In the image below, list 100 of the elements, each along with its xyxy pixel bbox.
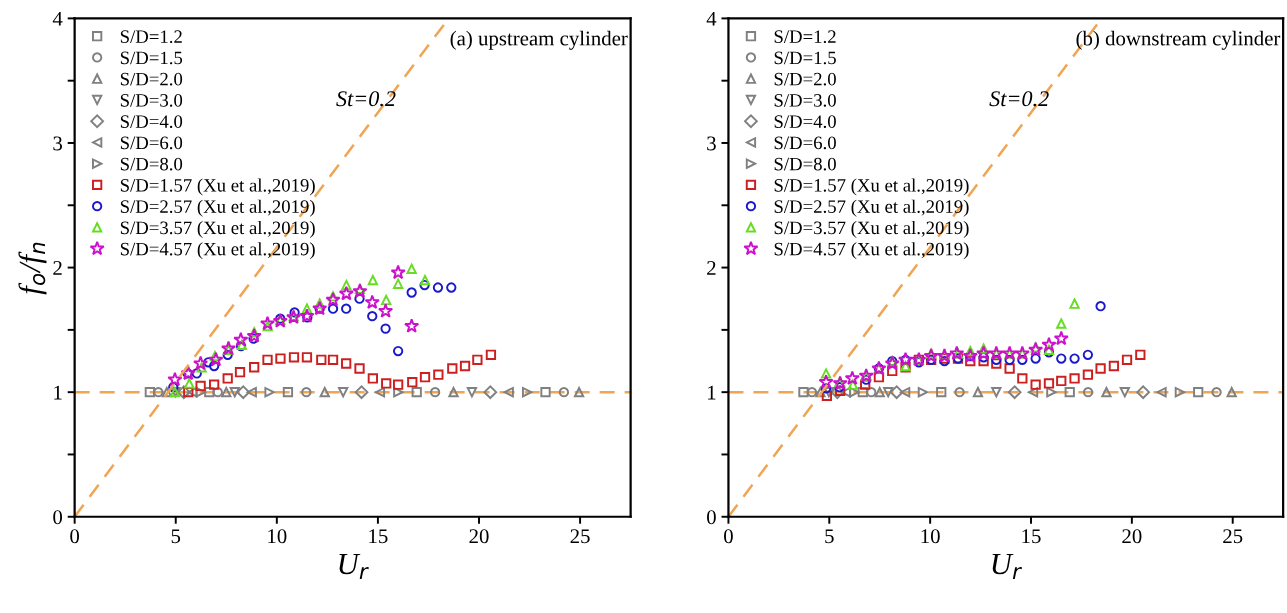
point	[380, 323, 391, 334]
y-tick-label: 3	[53, 136, 63, 151]
point	[847, 379, 859, 390]
point	[798, 387, 809, 398]
point	[354, 385, 369, 400]
point	[447, 363, 458, 374]
legend-label: S/D=4.0	[774, 115, 836, 128]
point	[815, 387, 826, 398]
point	[374, 387, 386, 398]
point	[327, 354, 339, 365]
point	[429, 387, 441, 398]
y-tick-label: 2	[707, 261, 716, 275]
point	[503, 387, 514, 398]
point	[874, 387, 885, 398]
point	[991, 354, 1002, 365]
point	[1028, 341, 1044, 357]
point	[203, 357, 214, 368]
point	[325, 292, 341, 307]
point	[236, 385, 251, 400]
point	[1056, 318, 1067, 329]
point	[367, 311, 378, 322]
point	[341, 358, 352, 369]
point	[222, 373, 233, 384]
point	[249, 362, 260, 373]
point	[873, 372, 885, 383]
x-tick-label: 15	[369, 529, 388, 544]
point	[540, 387, 551, 398]
point	[923, 348, 939, 363]
x-tick-label: 10	[268, 529, 287, 544]
point	[459, 360, 471, 372]
x-axis-title: U$_{r}$	[339, 554, 369, 580]
point	[392, 278, 404, 289]
point	[196, 362, 207, 373]
point	[884, 355, 900, 371]
legend-label: S/D=2.0	[774, 72, 836, 86]
point	[866, 387, 877, 398]
point	[411, 387, 422, 398]
point	[820, 368, 832, 379]
point	[1211, 387, 1222, 398]
point	[264, 387, 275, 398]
point	[978, 355, 989, 367]
point	[191, 368, 202, 379]
legend-label: S/D=1.5	[120, 51, 183, 65]
point	[393, 387, 404, 398]
point	[221, 387, 232, 398]
point	[1017, 373, 1028, 384]
point	[419, 372, 431, 383]
point	[354, 283, 366, 294]
legend-label: S/D=2.0	[120, 72, 183, 86]
point	[1030, 379, 1041, 390]
point	[167, 371, 183, 387]
point	[314, 298, 325, 309]
point	[246, 387, 257, 398]
point	[1046, 387, 1057, 398]
point	[1193, 387, 1204, 398]
point	[472, 354, 483, 365]
legend-label: S/D=1.57 (Xu et al.,2019)	[120, 178, 315, 196]
y-tick-label: 1	[54, 385, 62, 400]
legend-label: S/D=1.5	[774, 51, 836, 65]
text: (a) upstream cylinder	[450, 30, 628, 50]
point	[392, 345, 404, 357]
point	[223, 344, 234, 355]
point	[466, 387, 478, 398]
y-tick-label: 1	[708, 385, 716, 400]
point	[521, 387, 533, 398]
point	[262, 321, 273, 332]
y-tick-label: 4	[52, 11, 63, 26]
point	[419, 274, 431, 286]
point	[1004, 363, 1015, 374]
point	[1156, 387, 1167, 398]
point	[341, 303, 352, 314]
point	[834, 382, 845, 393]
legend-label: S/D=3.0	[120, 94, 183, 107]
point	[1030, 353, 1041, 364]
x-tick-label: 25	[1223, 529, 1243, 544]
point	[573, 387, 585, 398]
point	[991, 358, 1002, 369]
point	[301, 387, 312, 398]
point	[1135, 349, 1146, 360]
point	[327, 291, 339, 302]
point	[861, 374, 872, 385]
annotation: St=0.2	[336, 91, 396, 107]
point	[288, 352, 300, 363]
point	[818, 374, 834, 389]
y-tick-label: 4	[706, 11, 717, 26]
x-tick-label: 10	[921, 529, 940, 544]
y-axis-title: f$_{o}$/f$_{n}$	[18, 242, 47, 295]
legend-label: S/D=8.0	[774, 157, 836, 171]
point	[209, 350, 221, 362]
legend-label: S/D=1.2	[774, 30, 836, 44]
legend-label: S/D=1.57 (Xu et al.,2019)	[774, 178, 969, 196]
point	[432, 282, 444, 293]
legend-label: S/D=6.0	[774, 136, 836, 150]
point	[1101, 387, 1112, 398]
point	[1056, 375, 1067, 387]
x-tick-label: 5	[171, 529, 181, 544]
x-tick-label: 5	[825, 529, 834, 544]
point	[168, 382, 179, 393]
point	[341, 279, 352, 291]
point	[1226, 387, 1237, 398]
